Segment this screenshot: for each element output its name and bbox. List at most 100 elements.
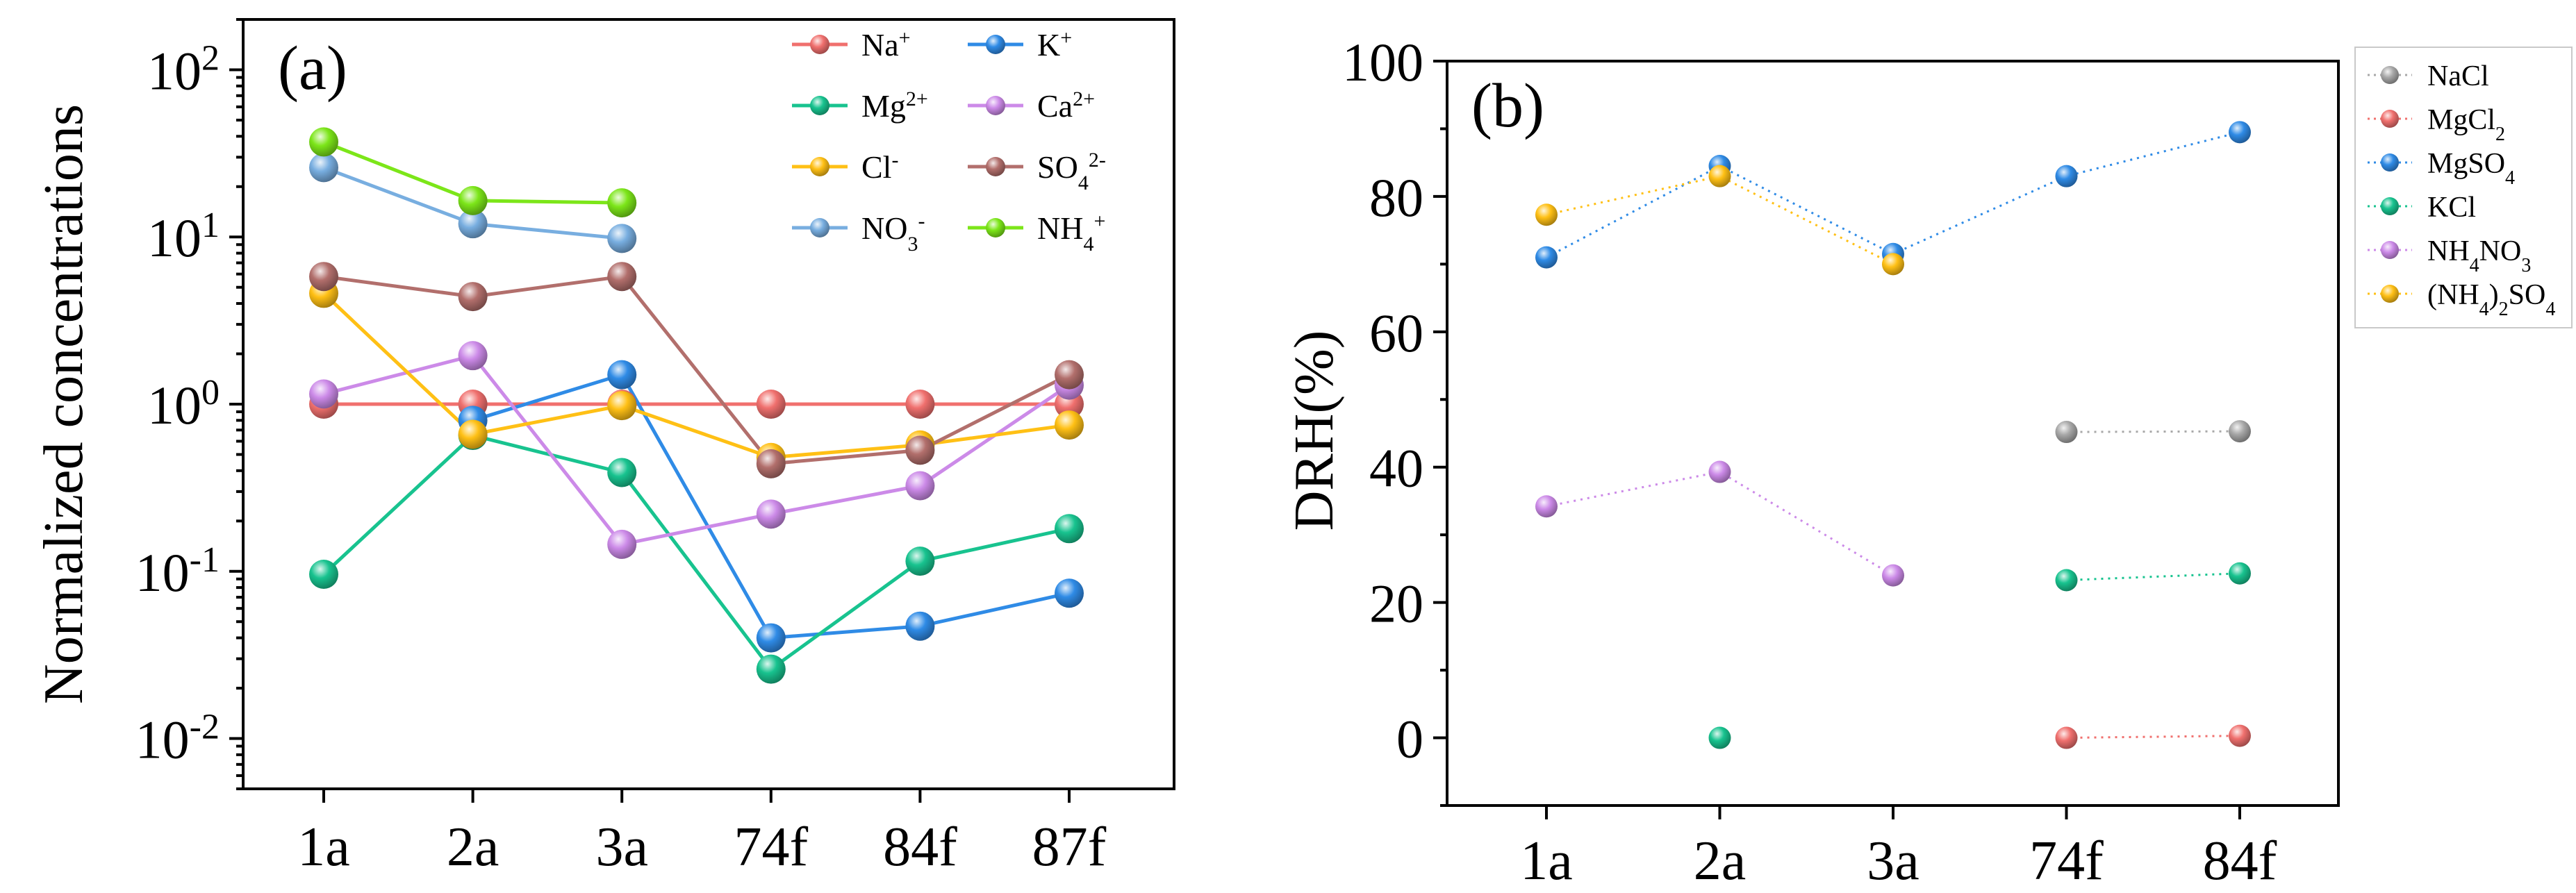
legend-marker [986, 157, 1005, 176]
panel-a-point-no [458, 209, 488, 239]
panel-a-x-tick-label: 1a [297, 817, 350, 878]
panel-b-legend-item: KCl [2368, 192, 2476, 224]
legend-marker [2381, 153, 2399, 172]
legend-marker [2381, 197, 2399, 215]
panel-a-point-ca [905, 471, 935, 501]
panel-b-point-nh4no3 [1708, 460, 1731, 483]
panel-a-point-k [1055, 578, 1084, 608]
panel-b-point-nh42so4 [1535, 203, 1558, 226]
panel-a-x-tick-label: 74f [734, 817, 808, 878]
panel-a-point-k [756, 623, 786, 653]
panel-b-x-tick-label: 3a [1867, 831, 1919, 892]
panel-a-y-tick-label: 10-2 [135, 707, 220, 770]
panel-a-y-tick-label: 101 [147, 206, 220, 269]
panel-a-point-nh [309, 127, 338, 157]
panel-b-legend-label: NaCl [2427, 60, 2489, 92]
legend-marker [986, 218, 1005, 237]
panel-a-point-mg [607, 458, 637, 487]
panel-a-point-mg [1055, 514, 1084, 544]
panel-a-point-cl [607, 391, 637, 421]
legend-marker [810, 35, 829, 54]
panel-a-line-so [323, 274, 1071, 466]
panel-a-point-so [458, 282, 488, 312]
panel-a-series-points [309, 127, 1084, 684]
panel-a-line-mg [322, 433, 1070, 672]
legend-marker [2381, 66, 2399, 84]
panel-b-y-tick-label: 0 [1396, 709, 1423, 769]
panel-a-legend-label: NO3- [861, 210, 925, 256]
panel-a-x-tick-labels: 1a 2a 3a 74f 84f 87f [297, 817, 1106, 878]
panel-b-point-nh4no3 [1882, 564, 1904, 587]
panel-a-y-tick-label: 102 [147, 38, 220, 101]
panel-b-point-kcl [2229, 562, 2251, 585]
panel-b-y-tick-label: 60 [1369, 303, 1423, 363]
panel-a-point-mg [756, 654, 786, 684]
panel-b-point-mgcl2 [2055, 726, 2078, 749]
panel-b-legend-box [2354, 47, 2573, 328]
panel-a-legend-item: Ca2+ [968, 87, 1095, 124]
panel-a-x-tick-label: 3a [595, 817, 648, 878]
panel-b-line-nh42so4 [1546, 175, 1894, 265]
panel-a-point-no [309, 153, 338, 183]
panel-b-legend-item: (NH4)2SO4 [2368, 279, 2555, 320]
panel-b-point-nh4no3 [1535, 495, 1558, 518]
panel-a-x-tick-label: 84f [883, 817, 957, 878]
panel-a-point-so [905, 435, 935, 465]
panel-a-legend-item: SO42- [968, 149, 1106, 194]
panel-a-point-so [309, 262, 338, 292]
panel-b-legend-item: NH4NO3 [2368, 235, 2531, 276]
panel-a-line-ca [323, 353, 1071, 546]
panel-a-point-so [607, 262, 637, 292]
panel-b-point-kcl [2055, 569, 2078, 592]
legend-marker [810, 96, 829, 115]
panel-b-legend-item: MgCl2 [2368, 104, 2505, 145]
panel-a-point-mg [309, 560, 338, 590]
panel-b-line-mgso4 [1546, 131, 2240, 258]
panel-a-point-ca [309, 379, 338, 409]
panel-b-point-nacl [2229, 420, 2251, 443]
panel-b-legend-label: NH4NO3 [2427, 235, 2531, 276]
panel-b-legend-label: (NH4)2SO4 [2427, 279, 2555, 320]
panel-a-legend-label: Mg2+ [861, 87, 928, 124]
panel-a-point-nh [458, 185, 488, 215]
panel-b-y-axis-label: DRH(%) [1284, 331, 1345, 531]
panel-b-point-nh42so4 [1708, 165, 1731, 187]
panel-b-line-kcl [2066, 572, 2240, 581]
panel-a-point-na [905, 390, 935, 419]
panel-b-point-mgso4 [2229, 121, 2251, 144]
panel-a-point-k [607, 360, 637, 390]
panel-a-point-ca [607, 529, 637, 559]
panel-a-y-tick-label: 100 [147, 373, 220, 436]
panel-b-y-tick-label: 40 [1369, 438, 1423, 499]
panel-b-point-mgcl2 [2229, 724, 2251, 747]
panel-b-series-lines [1546, 131, 2240, 739]
legend-marker [986, 35, 1005, 54]
panel-a-legend-item: Mg2+ [792, 87, 928, 124]
panel-b-x-tick-label: 74f [2029, 831, 2104, 892]
panel-b-ticks [1433, 60, 2241, 819]
legend-marker [810, 218, 829, 237]
panel-b-point-mgso4 [1535, 246, 1558, 269]
panel-b-legend-label: MgCl2 [2427, 104, 2505, 145]
panel-b-series-points [1535, 121, 2251, 749]
panel-a-x-tick-label: 87f [1032, 817, 1107, 878]
panel-b-y-tick-label: 80 [1369, 167, 1423, 228]
legend-marker [810, 157, 829, 176]
panel-a-legend-label: K+ [1037, 26, 1072, 63]
panel-b-y-tick-labels: 0 20 40 60 80 100 [1342, 32, 1423, 769]
panel-a-y-tick-label: 10-1 [135, 540, 220, 603]
panel-a-legend-item: NH4+ [968, 210, 1105, 256]
panel-a: (a) Normalized concentrations 1a 2a 3a 74f 8… [33, 18, 1175, 878]
panel-b-y-tick-label: 100 [1342, 32, 1423, 92]
panel-b-y-tick-label: 20 [1369, 574, 1423, 634]
panel-b-line-nh4no3 [1546, 470, 1894, 576]
panel-b-x-tick-labels: 1a 2a 3a 74f 84f [1520, 831, 2277, 892]
panel-b-x-tick-label: 1a [1520, 831, 1573, 892]
panel-a-point-so [1055, 360, 1084, 390]
panel-a-legend-label: NH4+ [1037, 210, 1105, 256]
panel-b: (b) DRH(%) 1a 2a 3a 74f 84f 0 20 40 60 80 100 NaC… [1284, 32, 2573, 892]
panel-a-label: (a) [278, 34, 347, 103]
panel-a-legend-item: NO3- [792, 210, 925, 256]
panel-a-legend-label: Na+ [861, 26, 911, 63]
